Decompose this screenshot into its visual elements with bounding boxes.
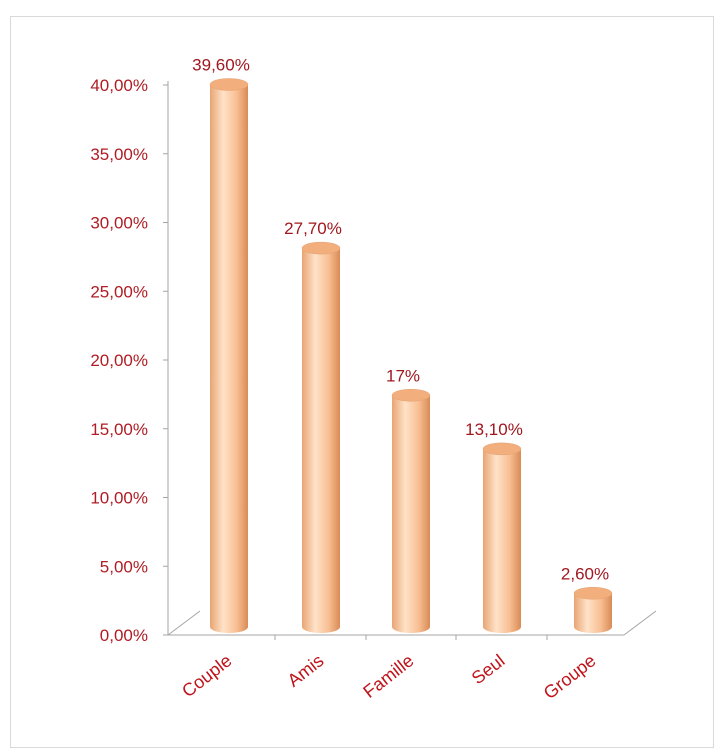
category-label: Couple xyxy=(178,650,235,701)
category-labels: Couple Amis Famille Seul Groupe xyxy=(178,650,599,703)
data-label: 2,60% xyxy=(561,564,609,583)
category-label: Seul xyxy=(468,650,509,688)
bar-top xyxy=(573,587,613,600)
category-label: Groupe xyxy=(540,650,600,703)
bar-seul xyxy=(482,442,522,633)
category-label: Amis xyxy=(284,650,328,690)
y-tick-label: 30,00% xyxy=(90,214,148,233)
y-tick-label: 20,00% xyxy=(90,351,148,370)
bar-amis xyxy=(301,241,341,633)
data-label: 17% xyxy=(386,366,420,385)
bar-top xyxy=(209,78,249,91)
x-axis-depth-right xyxy=(623,610,657,636)
y-tick-label: 10,00% xyxy=(90,489,148,508)
y-axis: 0,00% 5,00% 10,00% 15,00% 20,00% 25,00% 30,00%… xyxy=(90,76,169,645)
bar-top xyxy=(301,241,341,255)
data-label: 39,60% xyxy=(192,56,250,75)
bar-groupe xyxy=(573,587,613,633)
bar-body xyxy=(210,84,248,633)
bar-body xyxy=(483,448,521,633)
bars xyxy=(209,78,613,633)
y-tick-label: 40,00% xyxy=(90,76,148,95)
bar-body xyxy=(302,248,340,633)
category-label: Famille xyxy=(359,650,417,701)
y-tick-label: 25,00% xyxy=(90,282,148,301)
bar-famille xyxy=(391,389,431,633)
data-label: 13,10% xyxy=(465,420,523,439)
x-axis-depth-left xyxy=(167,610,201,636)
x-axis xyxy=(167,610,657,640)
data-labels: 39,60% 27,70% 17% 13,10% 2,60% xyxy=(192,56,609,584)
data-label: 27,70% xyxy=(284,219,342,238)
y-tick-label: 15,00% xyxy=(90,420,148,439)
bar-body xyxy=(392,395,430,633)
y-tick-label: 5,00% xyxy=(100,557,148,576)
bar-couple xyxy=(209,78,249,633)
y-tick-label: 0,00% xyxy=(100,626,148,645)
bar-top xyxy=(391,389,431,402)
bar-top xyxy=(482,442,522,456)
bar-body xyxy=(574,593,612,633)
y-tick-label: 35,00% xyxy=(90,145,148,164)
